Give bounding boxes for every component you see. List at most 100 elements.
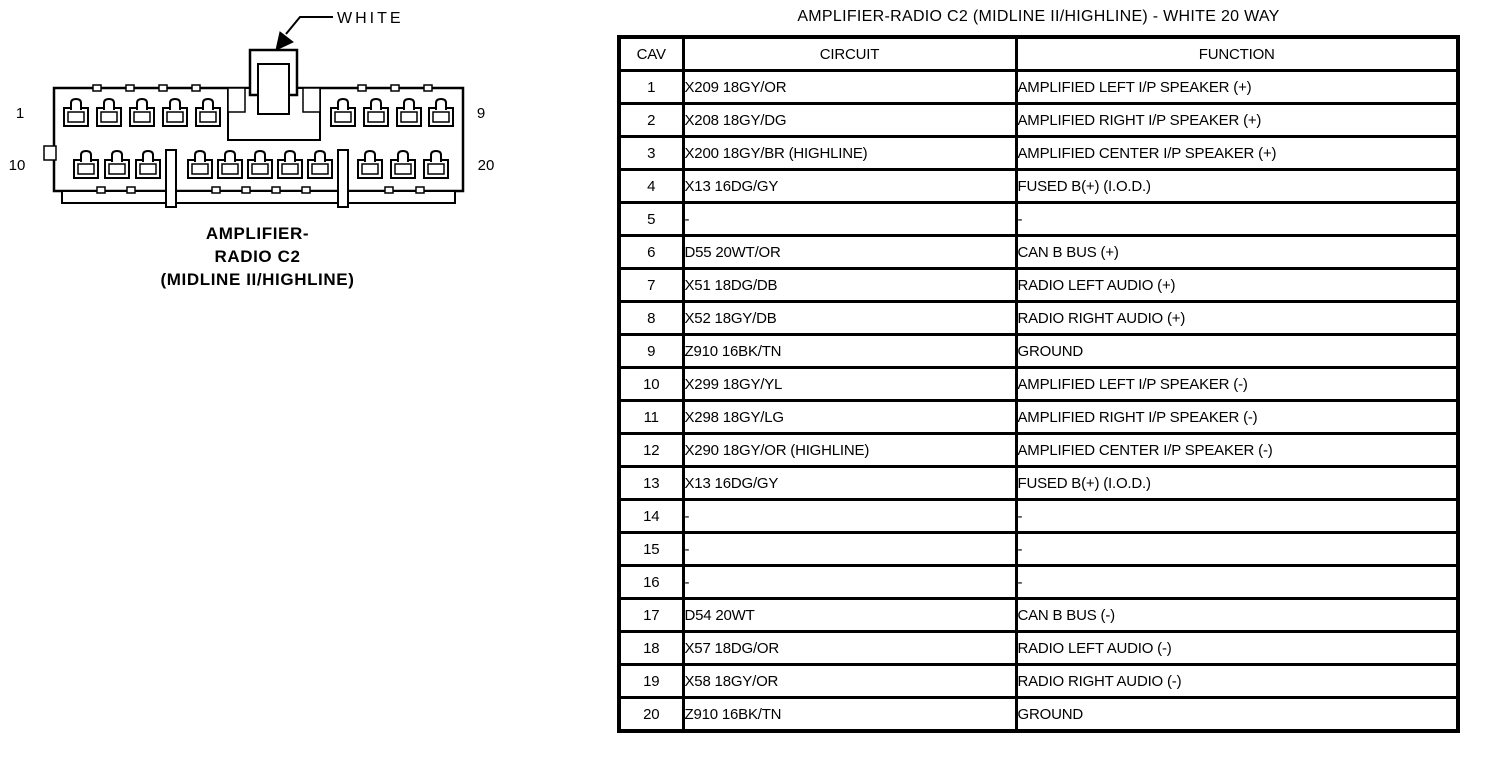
cav-cell: 2 — [617, 102, 685, 138]
table-row: 1 X209 18GY/OR AMPLIFIED LEFT I/P SPEAKE… — [617, 69, 1460, 105]
pinout-table: CAV CIRCUIT FUNCTION 1 X209 18GY/OR AMPL… — [617, 35, 1460, 733]
cav-cell: 8 — [617, 300, 685, 336]
pin-label-9: 9 — [477, 105, 485, 122]
table-row: 2 X208 18GY/DG AMPLIFIED RIGHT I/P SPEAK… — [617, 102, 1460, 138]
circuit-cell: - — [681, 201, 1018, 237]
left-edge-notch — [44, 146, 56, 160]
circuit-cell: - — [681, 498, 1018, 534]
circuit-cell: - — [681, 531, 1018, 567]
function-cell: FUSED B(+) (I.O.D.) — [1014, 465, 1460, 501]
cav-cell: 14 — [617, 498, 685, 534]
cav-cell: 15 — [617, 531, 685, 567]
table-row: 13 X13 16DG/GY FUSED B(+) (I.O.D.) — [617, 465, 1460, 501]
function-cell: - — [1014, 531, 1460, 567]
circuit-cell: - — [681, 564, 1018, 600]
circuit-cell: Z910 16BK/TN — [681, 333, 1018, 369]
circuit-cell: D55 20WT/OR — [681, 234, 1018, 270]
circuit-cell: X200 18GY/BR (HIGHLINE) — [681, 135, 1018, 171]
terminal-divider — [338, 150, 348, 207]
cav-cell: 10 — [617, 366, 685, 402]
pin-label-1: 1 — [16, 105, 24, 122]
cav-cell: 19 — [617, 663, 685, 699]
function-cell: GROUND — [1014, 333, 1460, 369]
function-cell: AMPLIFIED LEFT I/P SPEAKER (+) — [1014, 69, 1460, 105]
cav-cell: 1 — [617, 69, 685, 105]
connector-diagram: WHITE 1 9 10 20 — [9, 10, 495, 215]
circuit-cell: X58 18GY/OR — [681, 663, 1018, 699]
circuit-cell: X13 16DG/GY — [681, 168, 1018, 204]
connector-lock-tab-inner — [258, 64, 289, 114]
bottom-edge-notches — [97, 187, 424, 193]
lock-step-right — [303, 88, 320, 112]
connector-caption: AMPLIFIER- RADIO C2 (MIDLINE II/HIGHLINE… — [100, 222, 415, 291]
function-cell: AMPLIFIED LEFT I/P SPEAKER (-) — [1014, 366, 1460, 402]
caption-line: RADIO C2 — [214, 247, 301, 266]
cav-cell: 18 — [617, 630, 685, 666]
function-cell: CAN B BUS (-) — [1014, 597, 1460, 633]
function-cell: AMPLIFIED RIGHT I/P SPEAKER (+) — [1014, 102, 1460, 138]
function-cell: - — [1014, 564, 1460, 600]
pin-label-20: 20 — [478, 157, 495, 174]
connector-color-label: WHITE — [337, 10, 404, 27]
table-row: 3 X200 18GY/BR (HIGHLINE) AMPLIFIED CENT… — [617, 135, 1460, 171]
table-row: 19 X58 18GY/OR RADIO RIGHT AUDIO (-) — [617, 663, 1460, 699]
cav-cell: 6 — [617, 234, 685, 270]
cav-cell: 20 — [617, 696, 685, 733]
function-cell: RADIO LEFT AUDIO (-) — [1014, 630, 1460, 666]
table-row: 18 X57 18DG/OR RADIO LEFT AUDIO (-) — [617, 630, 1460, 666]
function-cell: - — [1014, 201, 1460, 237]
table-row: 17 D54 20WT CAN B BUS (-) — [617, 597, 1460, 633]
cav-cell: 3 — [617, 135, 685, 171]
lock-step-left — [228, 88, 245, 112]
table-row: 4 X13 16DG/GY FUSED B(+) (I.O.D.) — [617, 168, 1460, 204]
table-row: 11 X298 18GY/LG AMPLIFIED RIGHT I/P SPEA… — [617, 399, 1460, 435]
table-row: 16 - - — [617, 564, 1460, 600]
pinout-table-area: AMPLIFIER-RADIO C2 (MIDLINE II/HIGHLINE)… — [617, 8, 1460, 733]
cav-cell: 11 — [617, 399, 685, 435]
circuit-cell: Z910 16BK/TN — [681, 696, 1018, 733]
table-row: 14 - - — [617, 498, 1460, 534]
function-cell: FUSED B(+) (I.O.D.) — [1014, 168, 1460, 204]
connector-diagram-area: WHITE 1 9 10 20 AMPLIFIER- RADIO C2 (MID… — [0, 0, 560, 758]
table-row: 12 X290 18GY/OR (HIGHLINE) AMPLIFIED CEN… — [617, 432, 1460, 468]
table-title: AMPLIFIER-RADIO C2 (MIDLINE II/HIGHLINE)… — [797, 8, 1280, 25]
table-row: 5 - - — [617, 201, 1460, 237]
circuit-cell: D54 20WT — [681, 597, 1018, 633]
circuit-cell: X57 18DG/OR — [681, 630, 1018, 666]
table-row: 20 Z910 16BK/TN GROUND — [617, 696, 1460, 733]
table-row: 9 Z910 16BK/TN GROUND — [617, 333, 1460, 369]
function-cell: GROUND — [1014, 696, 1460, 733]
cav-cell: 16 — [617, 564, 685, 600]
terminal-divider — [166, 150, 176, 207]
table-row: 15 - - — [617, 531, 1460, 567]
caption-line: AMPLIFIER- — [205, 224, 310, 243]
caption-line: (MIDLINE II/HIGHLINE) — [160, 270, 355, 289]
function-cell: RADIO RIGHT AUDIO (+) — [1014, 300, 1460, 336]
cav-cell: 12 — [617, 432, 685, 468]
arrowhead-icon — [276, 32, 293, 50]
column-header-function: FUNCTION — [1014, 35, 1460, 72]
circuit-cell: X299 18GY/YL — [681, 366, 1018, 402]
function-cell: CAN B BUS (+) — [1014, 234, 1460, 270]
header-row: CAV CIRCUIT FUNCTION — [617, 35, 1460, 72]
circuit-cell: X209 18GY/OR — [681, 69, 1018, 105]
cav-cell: 7 — [617, 267, 685, 303]
cav-cell: 9 — [617, 333, 685, 369]
column-header-circuit: CIRCUIT — [681, 35, 1018, 72]
cav-cell: 5 — [617, 201, 685, 237]
function-cell: AMPLIFIED RIGHT I/P SPEAKER (-) — [1014, 399, 1460, 435]
function-cell: RADIO LEFT AUDIO (+) — [1014, 267, 1460, 303]
circuit-cell: X208 18GY/DG — [681, 102, 1018, 138]
pinout-table-body: 1 X209 18GY/OR AMPLIFIED LEFT I/P SPEAKE… — [617, 69, 1460, 733]
table-row: 8 X52 18GY/DB RADIO RIGHT AUDIO (+) — [617, 300, 1460, 336]
circuit-cell: X52 18GY/DB — [681, 300, 1018, 336]
function-cell: AMPLIFIED CENTER I/P SPEAKER (+) — [1014, 135, 1460, 171]
function-cell: - — [1014, 498, 1460, 534]
column-header-cav: CAV — [617, 35, 685, 72]
top-edge-notches — [93, 85, 432, 91]
circuit-cell: X290 18GY/OR (HIGHLINE) — [681, 432, 1018, 468]
cav-cell: 13 — [617, 465, 685, 501]
white-label-leader-line — [286, 17, 333, 34]
circuit-cell: X13 16DG/GY — [681, 465, 1018, 501]
